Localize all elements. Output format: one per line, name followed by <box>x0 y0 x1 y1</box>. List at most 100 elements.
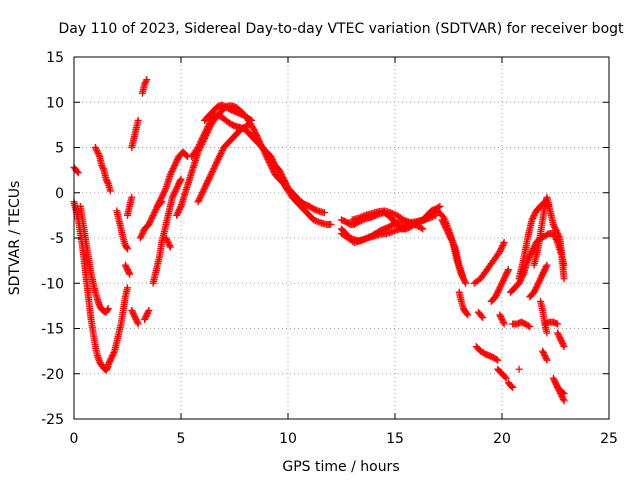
data-point <box>537 273 545 281</box>
data-point <box>539 269 547 277</box>
data-point <box>403 217 411 225</box>
data-point <box>169 165 177 173</box>
data-point <box>556 335 564 343</box>
data-point <box>217 150 225 158</box>
data-point <box>195 196 203 204</box>
data-point <box>560 397 568 405</box>
data-point <box>143 311 151 319</box>
y-axis-label: SDTVAR / TECUs <box>7 181 23 296</box>
data-point <box>461 278 469 286</box>
data-point <box>501 373 509 381</box>
data-point <box>128 306 136 314</box>
data-point <box>124 245 131 253</box>
data-point <box>142 77 150 85</box>
x-tick-label: 20 <box>493 431 511 447</box>
data-point <box>123 244 131 252</box>
data-series <box>496 311 508 328</box>
data-series <box>474 308 487 322</box>
data-point <box>172 186 180 194</box>
data-point <box>205 121 213 129</box>
data-point <box>400 216 408 224</box>
x-tick-label: 25 <box>600 431 618 447</box>
data-point <box>441 222 449 230</box>
data-point <box>432 211 440 219</box>
data-point <box>500 320 508 328</box>
data-point <box>552 226 560 234</box>
data-point <box>201 184 209 192</box>
y-tick-label: -15 <box>41 322 64 338</box>
data-point <box>245 121 253 129</box>
data-point <box>73 167 81 175</box>
data-point <box>276 168 284 176</box>
data-point <box>447 236 455 244</box>
data-point <box>124 284 131 292</box>
chart-title: Day 110 of 2023, Sidereal Day-to-day VTE… <box>58 21 624 37</box>
data-point <box>500 275 508 283</box>
data-point <box>151 207 159 215</box>
data-point <box>166 243 174 251</box>
data-point <box>102 175 110 183</box>
data-point <box>248 116 256 124</box>
data-point <box>526 323 534 331</box>
data-point <box>204 177 212 185</box>
data-point <box>168 166 176 174</box>
data-point <box>132 315 140 323</box>
data-point <box>149 211 157 219</box>
data-point <box>278 171 286 179</box>
data-series <box>455 288 472 319</box>
data-point <box>542 353 550 361</box>
data-point <box>417 224 425 232</box>
data-point <box>440 220 448 228</box>
data-point <box>212 160 220 168</box>
data-point <box>549 374 557 382</box>
data-point <box>133 318 141 326</box>
data-point <box>498 279 506 287</box>
data-point <box>460 276 468 284</box>
data-point <box>447 234 455 242</box>
data-series <box>554 383 568 398</box>
data-point <box>74 169 82 177</box>
data-point <box>174 208 182 216</box>
data-point <box>104 306 112 314</box>
data-point <box>163 236 171 244</box>
data-point <box>91 144 99 151</box>
data-point <box>499 240 507 248</box>
data-point <box>92 145 100 153</box>
data-series <box>76 202 112 316</box>
data-series <box>541 318 562 328</box>
data-series <box>70 163 82 177</box>
data-point <box>210 165 218 173</box>
y-tick-label: 5 <box>55 141 64 157</box>
data-point <box>146 217 154 225</box>
data-point <box>130 311 138 319</box>
data-point <box>197 192 205 200</box>
data-point <box>445 229 452 237</box>
data-point <box>543 261 551 269</box>
data-point <box>197 137 205 145</box>
data-point <box>524 322 532 330</box>
data-point <box>94 150 102 158</box>
data-point <box>196 193 204 201</box>
data-point <box>502 272 510 280</box>
data-point <box>509 383 517 391</box>
data-point <box>109 352 117 360</box>
data-point <box>436 202 444 210</box>
data-point <box>147 216 155 224</box>
data-point <box>171 189 179 197</box>
data-point <box>539 270 547 278</box>
data-point <box>327 220 335 228</box>
data-point <box>313 217 321 225</box>
data-point <box>246 115 254 123</box>
data-point <box>95 151 103 159</box>
data-point <box>438 216 446 224</box>
data-point <box>157 195 165 203</box>
data-point <box>540 350 548 358</box>
data-point <box>152 205 160 213</box>
data-point <box>554 320 562 328</box>
data-point <box>211 162 219 170</box>
data-point <box>552 380 560 388</box>
data-point <box>282 180 290 188</box>
data-point <box>218 147 226 155</box>
data-point <box>203 124 211 132</box>
data-point <box>449 240 457 248</box>
